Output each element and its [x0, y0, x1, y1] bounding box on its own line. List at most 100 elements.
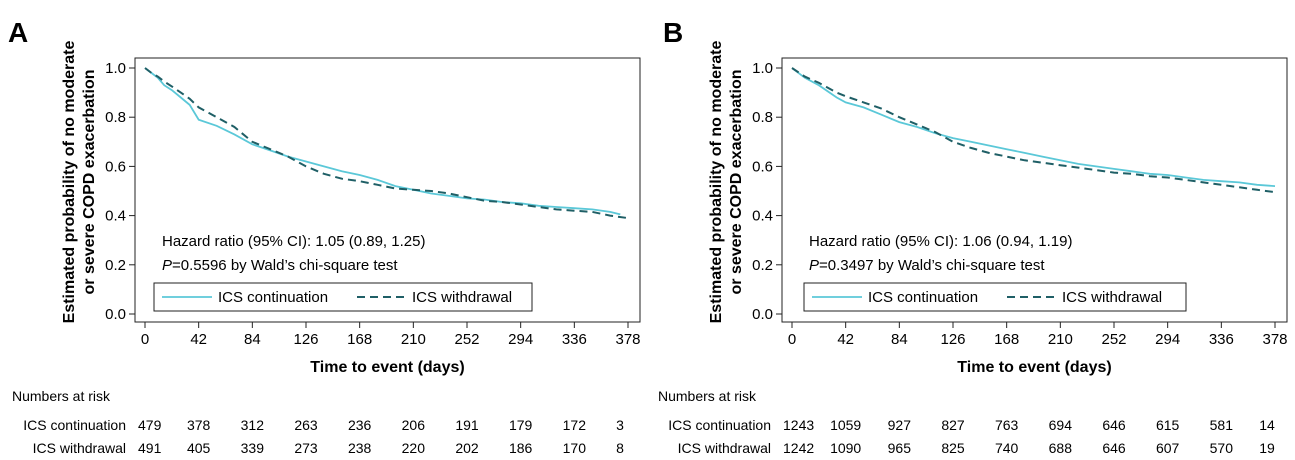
risk-value: 3 — [616, 417, 624, 433]
y-axis-title-line: Estimated probability of no moderate — [61, 41, 78, 324]
series-line-ics-continuation — [791, 67, 1276, 187]
risk-row-label: ICS continuation — [23, 417, 126, 433]
y-tick-label: 0.2 — [752, 257, 773, 274]
risk-value: 179 — [509, 417, 533, 433]
chart-panel-a: A 0.0 0.2 0.4 0.6 0.8 1.0 0 42 84 126 168 210 252 294 3… — [8, 17, 641, 456]
p-value-text: =0.5596 by Wald’s chi-square test — [172, 257, 398, 274]
legend-label: ICS continuation — [868, 289, 978, 306]
legend-box — [153, 282, 533, 312]
x-tick-label: 168 — [994, 331, 1019, 348]
hazard-ratio-annotation: Hazard ratio (95% CI): 1.06 (0.94, 1.19) — [809, 233, 1072, 250]
risk-value: 170 — [563, 440, 587, 456]
x-tick-label: 294 — [508, 331, 533, 348]
risk-value: 14 — [1259, 417, 1275, 433]
risk-row-label: ICS continuation — [668, 417, 771, 433]
risk-value: 19 — [1259, 440, 1275, 456]
risk-value: 238 — [348, 440, 372, 456]
p-symbol: P — [809, 257, 819, 274]
risk-value: 740 — [995, 440, 1019, 456]
x-tick-label: 336 — [1209, 331, 1234, 348]
p-value-annotation: P=0.3497 by Wald’s chi-square test — [809, 257, 1045, 274]
y-tick-label: 0.4 — [105, 208, 126, 225]
plot-frame — [134, 57, 641, 323]
risk-value: 8 — [616, 440, 624, 456]
y-tick-label: 1.0 — [105, 60, 126, 77]
risk-value: 220 — [402, 440, 426, 456]
legend: ICS continuation ICS withdrawal — [153, 282, 533, 312]
risk-value: 827 — [941, 417, 965, 433]
x-tick-label: 336 — [562, 331, 587, 348]
risk-value: 825 — [941, 440, 965, 456]
series-line-ics-withdrawal — [144, 67, 629, 220]
numbers-at-risk-heading: Numbers at risk — [658, 388, 757, 404]
legend-label: ICS withdrawal — [412, 289, 512, 306]
risk-value: 965 — [888, 440, 912, 456]
y-axis-title-line: or severe COPD exacerbation — [81, 70, 98, 295]
x-tick-label: 42 — [190, 331, 207, 348]
y-tick-label: 0.6 — [752, 158, 773, 175]
x-axis-title: Time to event (days) — [957, 359, 1111, 376]
risk-value: 172 — [563, 417, 587, 433]
risk-value: 491 — [138, 440, 162, 456]
risk-value: 191 — [455, 417, 479, 433]
p-symbol: P — [162, 257, 172, 274]
x-tick-label: 294 — [1155, 331, 1180, 348]
series-line-ics-withdrawal — [791, 67, 1276, 194]
p-value-text: =0.3497 by Wald’s chi-square test — [819, 257, 1045, 274]
risk-value: 206 — [402, 417, 426, 433]
risk-value: 1242 — [783, 440, 814, 456]
risk-value: 405 — [187, 440, 211, 456]
risk-value: 688 — [1049, 440, 1073, 456]
y-tick-label: 0.0 — [752, 306, 773, 323]
risk-value: 581 — [1210, 417, 1234, 433]
x-tick-label: 378 — [1262, 331, 1287, 348]
risk-value: 1090 — [830, 440, 861, 456]
x-tick-label: 378 — [615, 331, 640, 348]
x-tick-label: 210 — [401, 331, 426, 348]
x-axis-title: Time to event (days) — [310, 359, 464, 376]
risk-value: 694 — [1049, 417, 1073, 433]
risk-value: 339 — [241, 440, 265, 456]
risk-value: 763 — [995, 417, 1019, 433]
x-tick-label: 0 — [141, 331, 149, 348]
x-tick-label: 84 — [891, 331, 908, 348]
risk-value: 378 — [187, 417, 211, 433]
y-axis-title-line: Estimated probability of no moderate — [708, 41, 725, 324]
series-line-ics-continuation — [144, 67, 621, 216]
risk-value: 570 — [1210, 440, 1234, 456]
y-tick-label: 1.0 — [752, 60, 773, 77]
risk-value: 927 — [888, 417, 912, 433]
risk-value: 1059 — [830, 417, 861, 433]
x-tick-label: 126 — [293, 331, 318, 348]
risk-value: 646 — [1102, 417, 1126, 433]
panel-label: B — [663, 17, 683, 48]
risk-value: 186 — [509, 440, 533, 456]
x-tick-label: 168 — [347, 331, 372, 348]
chart-panel-b: B 0.0 0.2 0.4 0.6 0.8 1.0 0 42 84 126 168 210 252 294 3… — [658, 17, 1288, 456]
risk-row-label: ICS withdrawal — [33, 440, 126, 456]
x-tick-label: 84 — [244, 331, 261, 348]
y-tick-label: 0.6 — [105, 158, 126, 175]
legend-label: ICS continuation — [218, 289, 328, 306]
risk-value: 263 — [294, 417, 318, 433]
risk-value: 607 — [1156, 440, 1180, 456]
y-tick-label: 0.0 — [105, 306, 126, 323]
y-tick-label: 0.8 — [752, 109, 773, 126]
y-tick-label: 0.8 — [105, 109, 126, 126]
risk-value: 236 — [348, 417, 372, 433]
risk-value: 646 — [1102, 440, 1126, 456]
risk-row-label: ICS withdrawal — [678, 440, 771, 456]
legend-label: ICS withdrawal — [1062, 289, 1162, 306]
risk-value: 273 — [294, 440, 318, 456]
p-value-annotation: P=0.5596 by Wald’s chi-square test — [162, 257, 398, 274]
risk-value: 202 — [455, 440, 479, 456]
risk-value: 1243 — [783, 417, 814, 433]
plot-frame — [781, 57, 1288, 323]
y-axis-title-line: or severe COPD exacerbation — [728, 70, 745, 295]
hazard-ratio-annotation: Hazard ratio (95% CI): 1.05 (0.89, 1.25) — [162, 233, 425, 250]
x-tick-label: 252 — [1101, 331, 1126, 348]
legend: ICS continuation ICS withdrawal — [803, 282, 1187, 312]
legend-box — [803, 282, 1187, 312]
numbers-at-risk-heading: Numbers at risk — [12, 388, 111, 404]
